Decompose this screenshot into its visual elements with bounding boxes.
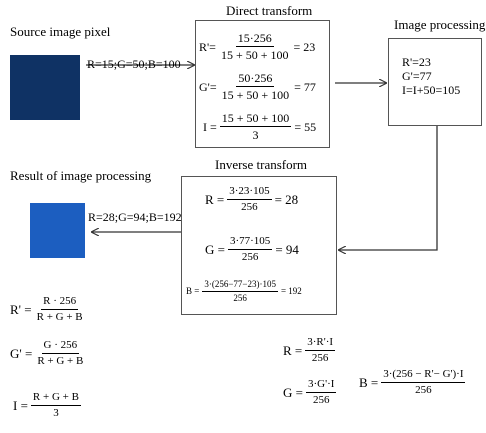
direct-r-denominator: 15 + 50 + 100	[220, 48, 289, 62]
direct-i-numerator: 15 + 50 + 100	[219, 111, 292, 127]
general-r-numerator: R · 256	[41, 296, 79, 310]
inverse-g-denominator: 256	[241, 251, 259, 263]
inverse-g-result: = 94	[275, 242, 299, 257]
direct-g-lhs: G'=	[199, 79, 217, 94]
general-inverse-g-denominator: 256	[312, 394, 330, 406]
result-title: Result of image processing	[10, 168, 152, 183]
general-r-lhs: R' =	[10, 302, 32, 317]
inverse-r-result: = 28	[274, 192, 299, 207]
processing-box	[388, 38, 482, 126]
direct-r-equation: R'= 15·256 15 + 50 + 100 = 23	[199, 32, 315, 61]
inverse-r-lhs: R =	[205, 192, 225, 207]
source-title: Source image pixel	[10, 24, 111, 39]
source-rgb-label: R=15;G=50;B=100	[87, 57, 181, 71]
general-g-lhs: G' =	[10, 346, 33, 361]
inverse-r-numerator: 3·23·105	[227, 186, 272, 200]
general-g-denominator: R + G + B	[37, 355, 84, 367]
inverse-g-numerator: 3·77·105	[227, 236, 273, 250]
general-inverse-g-lhs: G =	[283, 385, 303, 400]
processing-line-r: R'=23	[402, 55, 431, 69]
inverse-g-equation: G = 3·77·105 256 = 94	[205, 236, 299, 263]
general-i-lhs: I =	[13, 398, 28, 413]
general-inverse-b-lhs: B =	[359, 375, 379, 390]
processing-line-i: I=I+50=105	[402, 83, 461, 97]
arrow-processing-to-inverse	[339, 126, 438, 250]
general-r-formula: R' = R · 256 R + G + B	[10, 296, 88, 323]
general-inverse-g-formula: G = 3·G'·I 256	[283, 379, 339, 406]
inverse-transform-title: Inverse transform	[215, 157, 308, 172]
general-inverse-r-formula: R = 3·R'·I 256	[283, 337, 338, 364]
general-inverse-g-numerator: 3·G'·I	[305, 379, 337, 393]
direct-g-denominator: 15 + 50 + 100	[221, 88, 290, 102]
general-inverse-b-numerator: 3·(256 − R'− G')·I	[381, 369, 466, 383]
direct-i-denominator: 3	[252, 128, 259, 142]
direct-r-result: = 23	[293, 39, 316, 54]
inverse-b-equation: B = 3·(256−77−23)·105 256 = 192	[186, 280, 302, 303]
direct-g-result: = 77	[294, 79, 316, 94]
processing-line-g: G'=77	[402, 69, 432, 83]
inverse-b-result: = 192	[280, 286, 302, 296]
general-inverse-b-formula: B = 3·(256 − R'− G')·I 256	[359, 369, 468, 396]
direct-g-equation: G'= 50·256 15 + 50 + 100 = 77	[199, 72, 316, 101]
inverse-b-numerator: 3·(256−77−23)·105	[202, 280, 278, 292]
result-rgb-label: R=28;G=94;B=192	[88, 210, 182, 224]
inverse-b-lhs: B =	[186, 286, 200, 296]
inverse-r-denominator: 256	[241, 201, 258, 213]
general-inverse-b-denominator: 256	[415, 384, 432, 396]
direct-transform-title: Direct transform	[226, 3, 313, 18]
source-swatch	[10, 55, 80, 120]
direct-r-numerator: 15·256	[235, 31, 274, 47]
general-r-denominator: R + G + B	[36, 311, 83, 323]
processing-title: Image processing	[394, 17, 486, 32]
general-g-numerator: G · 256	[41, 340, 80, 354]
general-i-numerator: R + G + B	[30, 392, 81, 406]
direct-i-result: = 55	[294, 119, 317, 134]
general-i-denominator: 3	[53, 407, 59, 419]
general-g-formula: G' = G · 256 R + G + B	[10, 340, 88, 367]
result-swatch	[30, 203, 85, 258]
general-inverse-r-numerator: 3·R'·I	[305, 337, 336, 351]
inverse-g-lhs: G =	[205, 242, 225, 257]
direct-i-equation: I = 15 + 50 + 100 3 = 55	[203, 112, 316, 141]
direct-g-numerator: 50·256	[236, 71, 275, 87]
general-inverse-r-lhs: R =	[283, 343, 303, 358]
direct-r-lhs: R'=	[199, 39, 216, 54]
general-inverse-r-denominator: 256	[311, 352, 329, 364]
direct-i-lhs: I =	[203, 119, 217, 134]
inverse-r-equation: R = 3·23·105 256 = 28	[205, 186, 298, 213]
inverse-b-denominator: 256	[233, 293, 247, 303]
